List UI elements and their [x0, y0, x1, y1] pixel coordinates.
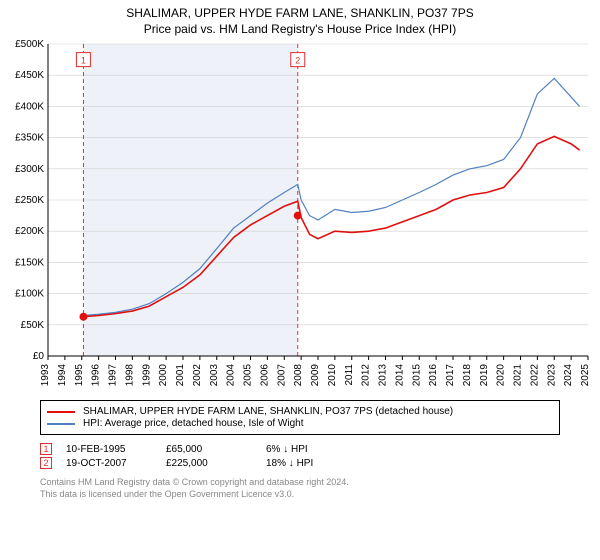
svg-text:2010: 2010: [327, 364, 338, 387]
page: SHALIMAR, UPPER HYDE FARM LANE, SHANKLIN…: [0, 0, 600, 560]
svg-text:2011: 2011: [344, 364, 355, 386]
svg-text:1994: 1994: [57, 364, 68, 387]
svg-text:2022: 2022: [529, 364, 540, 387]
svg-text:£250K: £250K: [15, 195, 44, 206]
svg-text:2007: 2007: [276, 364, 287, 387]
svg-text:£300K: £300K: [15, 164, 44, 175]
legend-swatch-2: [47, 423, 75, 425]
svg-text:£500K: £500K: [15, 39, 44, 50]
marker-row-1: 1 10-FEB-1995 £65,000 6% ↓ HPI: [40, 443, 560, 455]
footer: Contains HM Land Registry data © Crown c…: [40, 477, 560, 500]
svg-text:2: 2: [295, 56, 300, 66]
title-line-2: Price paid vs. HM Land Registry's House …: [0, 22, 600, 36]
svg-text:2006: 2006: [259, 364, 270, 387]
chart-titles: SHALIMAR, UPPER HYDE FARM LANE, SHANKLIN…: [0, 0, 600, 36]
svg-text:2024: 2024: [563, 364, 574, 387]
chart-area: £0 £50K £100K £150K £200K £250K £300K £350K £400…: [0, 36, 600, 396]
footer-line-1: Contains HM Land Registry data © Crown c…: [40, 477, 560, 489]
legend-label-1: SHALIMAR, UPPER HYDE FARM LANE, SHANKLIN…: [83, 406, 453, 417]
svg-text:£150K: £150K: [15, 257, 44, 268]
marker-date-1: 10-FEB-1995: [66, 444, 166, 455]
svg-text:2001: 2001: [175, 364, 186, 387]
marker-badge-2: 2: [40, 457, 52, 469]
svg-text:1: 1: [81, 56, 86, 66]
legend-row-1: SHALIMAR, UPPER HYDE FARM LANE, SHANKLIN…: [47, 406, 553, 417]
svg-text:1998: 1998: [124, 364, 135, 387]
footer-line-2: This data is licensed under the Open Gov…: [40, 489, 560, 501]
svg-text:2021: 2021: [513, 364, 524, 387]
svg-text:£100K: £100K: [15, 289, 44, 300]
svg-text:2002: 2002: [192, 364, 203, 387]
svg-text:2020: 2020: [496, 364, 507, 387]
svg-text:2003: 2003: [209, 364, 220, 387]
svg-text:1995: 1995: [74, 364, 85, 387]
marker-price-2: £225,000: [166, 458, 266, 469]
marker-delta-2: 18% ↓ HPI: [266, 458, 366, 469]
marker-date-2: 19-OCT-2007: [66, 458, 166, 469]
marker-row-2: 2 19-OCT-2007 £225,000 18% ↓ HPI: [40, 457, 560, 469]
svg-text:£400K: £400K: [15, 101, 44, 112]
svg-text:1993: 1993: [40, 364, 51, 387]
svg-text:2005: 2005: [243, 364, 254, 387]
legend-swatch-1: [47, 411, 75, 413]
svg-text:2000: 2000: [158, 364, 169, 387]
marker-table: 1 10-FEB-1995 £65,000 6% ↓ HPI 2 19-OCT-…: [40, 441, 560, 471]
svg-text:2023: 2023: [546, 364, 557, 387]
svg-text:2015: 2015: [411, 364, 422, 387]
legend-label-2: HPI: Average price, detached house, Isle…: [83, 418, 304, 429]
svg-text:£50K: £50K: [21, 320, 45, 331]
legend: SHALIMAR, UPPER HYDE FARM LANE, SHANKLIN…: [40, 400, 560, 435]
svg-text:2016: 2016: [428, 364, 439, 387]
svg-text:2009: 2009: [310, 364, 321, 387]
svg-text:£0: £0: [33, 351, 45, 362]
title-line-1: SHALIMAR, UPPER HYDE FARM LANE, SHANKLIN…: [0, 6, 600, 20]
marker-delta-1: 6% ↓ HPI: [266, 444, 366, 455]
marker-num-2: 2: [43, 458, 48, 468]
marker-num-1: 1: [43, 444, 48, 454]
svg-text:2018: 2018: [462, 364, 473, 387]
svg-text:1996: 1996: [91, 364, 102, 387]
marker-price-1: £65,000: [166, 444, 266, 455]
svg-text:2004: 2004: [226, 364, 237, 387]
line-chart: £0 £50K £100K £150K £200K £250K £300K £350K £400…: [0, 36, 600, 396]
svg-text:1997: 1997: [108, 364, 119, 387]
svg-text:£350K: £350K: [15, 133, 44, 144]
svg-text:2008: 2008: [293, 364, 304, 387]
legend-row-2: HPI: Average price, detached house, Isle…: [47, 418, 553, 429]
marker-badge-1: 1: [40, 443, 52, 455]
svg-text:2017: 2017: [445, 364, 456, 387]
svg-text:£450K: £450K: [15, 70, 44, 81]
svg-text:2019: 2019: [479, 364, 490, 387]
svg-text:£200K: £200K: [15, 226, 44, 237]
svg-text:1999: 1999: [141, 364, 152, 387]
svg-text:2025: 2025: [580, 364, 591, 387]
svg-text:2013: 2013: [378, 364, 389, 387]
svg-text:2012: 2012: [361, 364, 372, 387]
svg-text:2014: 2014: [394, 364, 405, 387]
